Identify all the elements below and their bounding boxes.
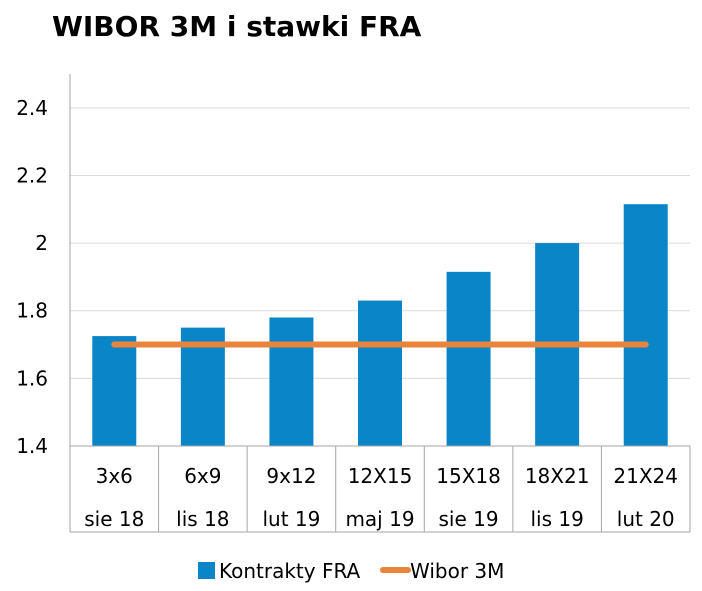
x-tick-label: 3x6 [96, 464, 133, 488]
x-subtick-label: maj 19 [345, 507, 414, 531]
legend-swatch-bar [198, 562, 215, 579]
x-tick-label: 6x9 [184, 464, 221, 488]
x-tick-label: 21X24 [613, 464, 678, 488]
legend: Kontrakty FRA Wibor 3M [198, 559, 504, 583]
x-tick-label: 18X21 [525, 464, 590, 488]
bar [358, 300, 402, 446]
x-subtick-label: lut 20 [617, 507, 675, 531]
x-subtick-label: lut 19 [262, 507, 320, 531]
y-tick-label: 1.8 [16, 299, 48, 323]
bar [92, 336, 137, 446]
x-subtick-label: lis 18 [176, 507, 229, 531]
bar [446, 271, 491, 446]
bar [623, 204, 668, 446]
x-tick-label: 12X15 [348, 464, 413, 488]
x-subtick-label: sie 19 [439, 507, 499, 531]
bar-layer [92, 204, 668, 446]
chart-title: WIBOR 3M i stawki FRA [52, 10, 422, 43]
x-tick-label: 9x12 [266, 464, 316, 488]
bar [269, 317, 314, 446]
x-subtick-label: sie 18 [84, 507, 144, 531]
y-tick-label: 1.6 [16, 366, 48, 390]
x-tick-label: 15X18 [436, 464, 501, 488]
legend-label: Wibor 3M [410, 559, 504, 583]
axis-layer: 1.4 1.6 1.8 2 2.2 2.4 3x6 sie 18 6x9 lis 18 9x12 lu… [16, 74, 691, 533]
legend-label: Kontrakty FRA [219, 559, 361, 583]
y-tick-label: 2.4 [16, 96, 48, 120]
x-subtick-label: lis 19 [530, 507, 583, 531]
y-tick-label: 2.2 [16, 163, 48, 187]
y-tick-label: 2 [35, 231, 48, 255]
y-tick-label: 1.4 [16, 434, 48, 458]
